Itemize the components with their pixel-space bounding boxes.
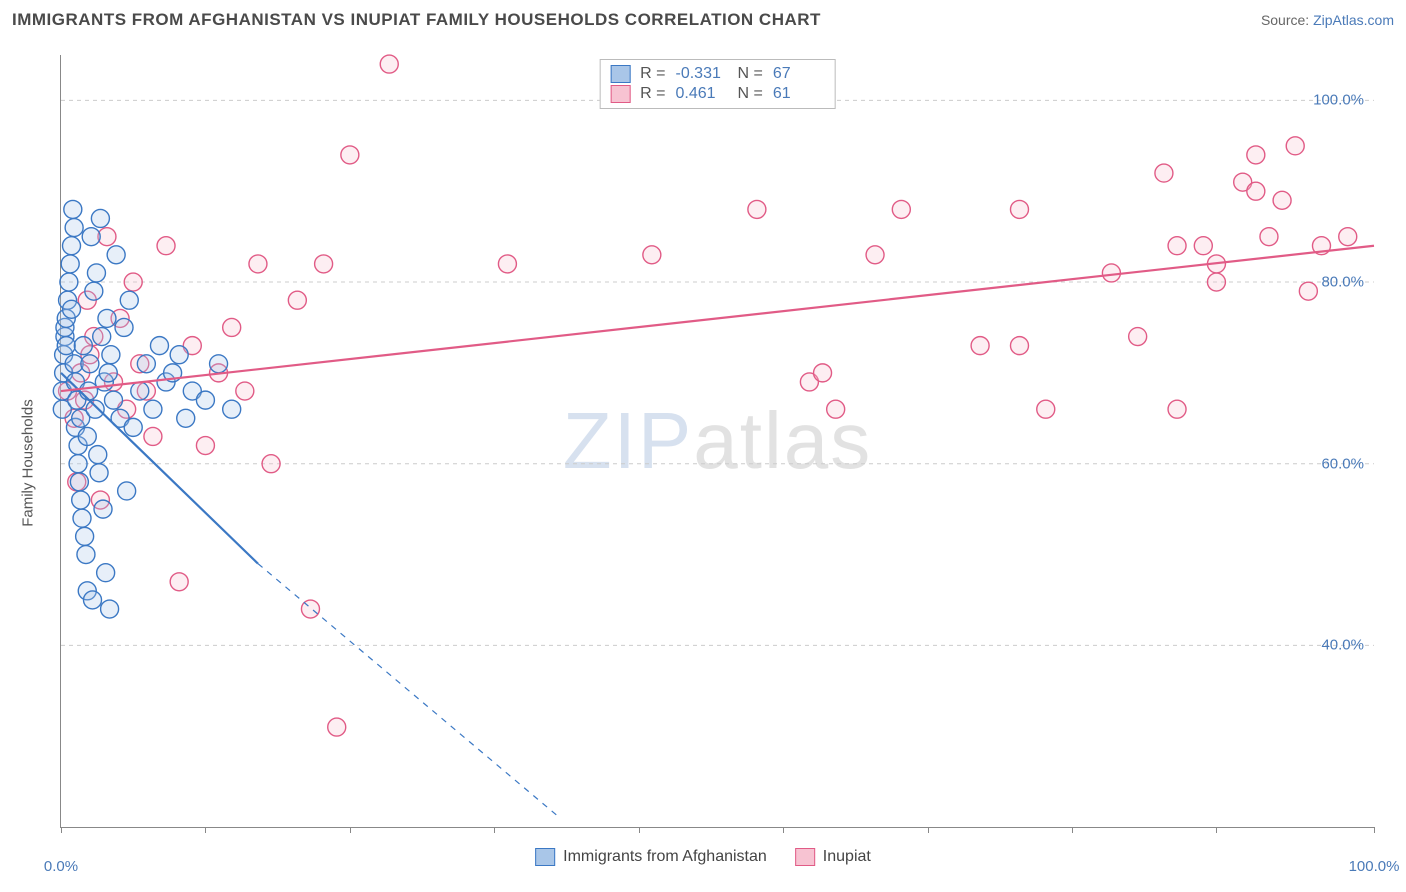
xtick xyxy=(350,827,351,833)
y-axis-label: Family Households xyxy=(20,399,37,527)
xtick xyxy=(494,827,495,833)
stats-row-1: R = 0.461 N = 61 xyxy=(610,84,825,104)
stats-row-0: R = -0.331 N = 67 xyxy=(610,64,825,84)
ytick-label: 60.0% xyxy=(1321,455,1364,472)
chart-title: IMMIGRANTS FROM AFGHANISTAN VS INUPIAT F… xyxy=(12,10,821,30)
xtick-label: 0.0% xyxy=(44,858,78,875)
legend-swatch-pink-icon xyxy=(795,848,815,866)
xtick xyxy=(783,827,784,833)
legend-label-1: Inupiat xyxy=(823,848,871,866)
n-value-0: 67 xyxy=(773,65,825,83)
xtick xyxy=(1072,827,1073,833)
chart-container: Family Households ZIPatlas R = -0.331 N … xyxy=(12,45,1394,880)
xtick xyxy=(928,827,929,833)
legend-label-0: Immigrants from Afghanistan xyxy=(563,848,767,866)
source-link[interactable]: ZipAtlas.com xyxy=(1313,12,1394,28)
bottom-legend: Immigrants from Afghanistan Inupiat xyxy=(535,848,871,866)
source-label: Source: xyxy=(1261,12,1309,28)
xtick xyxy=(1216,827,1217,833)
ytick-label: 80.0% xyxy=(1321,274,1364,291)
n-label-1: N = xyxy=(738,85,763,103)
r-value-0: -0.331 xyxy=(676,65,728,83)
stats-legend: R = -0.331 N = 67 R = 0.461 N = 61 xyxy=(599,59,836,109)
plot-svg xyxy=(61,55,1374,827)
swatch-pink-icon xyxy=(610,85,630,103)
n-value-1: 61 xyxy=(773,85,825,103)
r-label-0: R = xyxy=(640,65,665,83)
xtick xyxy=(1374,827,1375,833)
legend-item-0: Immigrants from Afghanistan xyxy=(535,848,767,866)
source-attribution: Source: ZipAtlas.com xyxy=(1261,12,1394,28)
legend-item-1: Inupiat xyxy=(795,848,871,866)
xtick xyxy=(639,827,640,833)
chart-header: IMMIGRANTS FROM AFGHANISTAN VS INUPIAT F… xyxy=(12,10,1394,30)
ytick-label: 100.0% xyxy=(1313,92,1364,109)
r-label-1: R = xyxy=(640,85,665,103)
swatch-blue-icon xyxy=(610,65,630,83)
xtick-label: 100.0% xyxy=(1349,858,1400,875)
plot-area: ZIPatlas R = -0.331 N = 67 R = 0.461 N =… xyxy=(60,55,1374,828)
xtick xyxy=(61,827,62,833)
legend-swatch-blue-icon xyxy=(535,848,555,866)
n-label-0: N = xyxy=(738,65,763,83)
ytick-label: 40.0% xyxy=(1321,637,1364,654)
xtick xyxy=(205,827,206,833)
r-value-1: 0.461 xyxy=(676,85,728,103)
